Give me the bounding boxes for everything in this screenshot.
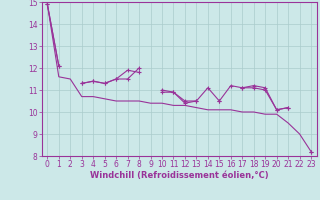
X-axis label: Windchill (Refroidissement éolien,°C): Windchill (Refroidissement éolien,°C) (90, 171, 268, 180)
